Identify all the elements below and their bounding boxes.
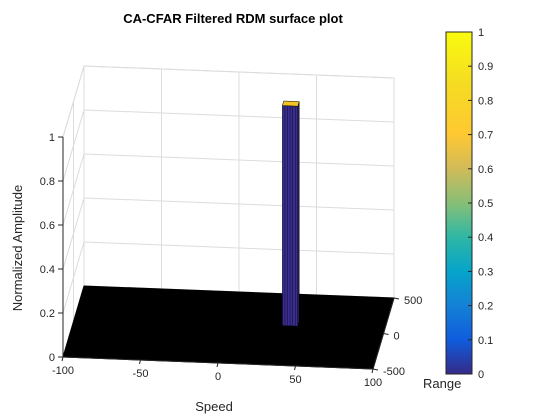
colorbar-tick-label: 0.1 (478, 335, 493, 347)
y-tick (393, 297, 400, 300)
colorbar-tick-label: 0 (478, 369, 484, 381)
x-tick (371, 368, 374, 374)
peak-top (282, 100, 300, 107)
colorbar-tick-label: 0.2 (478, 301, 493, 313)
colorbar-tick-label: 0.3 (478, 266, 493, 278)
peak-side-face (297, 101, 300, 327)
z-tick-label: 1 (49, 132, 55, 144)
x-tick (294, 365, 296, 371)
y-tick (372, 368, 379, 371)
z-tick-label: 0.2 (40, 308, 55, 320)
colorbar-tick-label: 0.8 (478, 95, 493, 107)
x-tick-label: 50 (289, 374, 301, 386)
colorbar-tick-label: 0.4 (478, 232, 493, 244)
y-tick-label: 0 (394, 331, 400, 343)
colorbar-tick-label: 0.5 (478, 198, 493, 210)
z-tick-label: 0.8 (40, 176, 55, 188)
z-axis-label: Normalized Amplitude (10, 185, 25, 311)
x-axis-label: Speed (195, 399, 233, 414)
y-tick (383, 333, 389, 335)
colorbar-tick-label: 0.9 (478, 61, 493, 73)
chart-title: CA-CFAR Filtered RDM surface plot (123, 11, 343, 26)
x-tick-label: 100 (364, 377, 382, 389)
z-tick-label: 0 (49, 352, 55, 364)
colorbar-tick-label: 0.6 (478, 164, 493, 176)
z-tick-label: 0.6 (40, 220, 55, 232)
y-tick-label: -500 (383, 366, 405, 378)
x-tick (139, 359, 141, 365)
y-axis-label: Range (423, 376, 461, 391)
colorbar-tick-label: 1 (478, 27, 484, 39)
z-tick-label: 0.4 (40, 264, 55, 276)
x-tick-label: -100 (52, 365, 74, 377)
x-tick (216, 362, 219, 368)
surface-floor (62, 285, 395, 370)
x-tick (61, 356, 64, 362)
x-tick-label: -50 (133, 368, 149, 380)
y-tick-label: 500 (404, 295, 422, 307)
colorbar-tick-label: 0.7 (478, 130, 493, 142)
colorbar (445, 31, 473, 375)
x-tick-label: 0 (215, 371, 221, 383)
